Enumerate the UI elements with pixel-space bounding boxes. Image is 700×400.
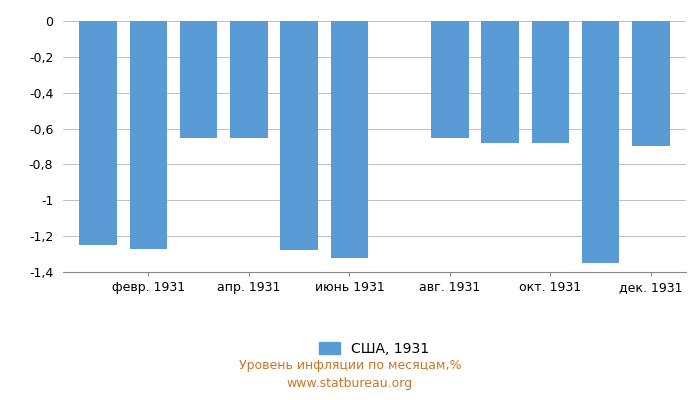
Bar xyxy=(180,21,218,138)
Text: www.statbureau.org: www.statbureau.org xyxy=(287,378,413,390)
Bar xyxy=(330,21,368,258)
Bar xyxy=(531,21,569,143)
Bar xyxy=(482,21,519,143)
Legend: США, 1931: США, 1931 xyxy=(314,336,435,361)
Bar xyxy=(632,21,670,146)
Text: Уровень инфляции по месяцам,%: Уровень инфляции по месяцам,% xyxy=(239,360,461,372)
Bar xyxy=(130,21,167,249)
Bar xyxy=(431,21,469,138)
Bar xyxy=(582,21,620,263)
Bar xyxy=(280,21,318,250)
Bar xyxy=(230,21,267,138)
Bar xyxy=(79,21,117,245)
